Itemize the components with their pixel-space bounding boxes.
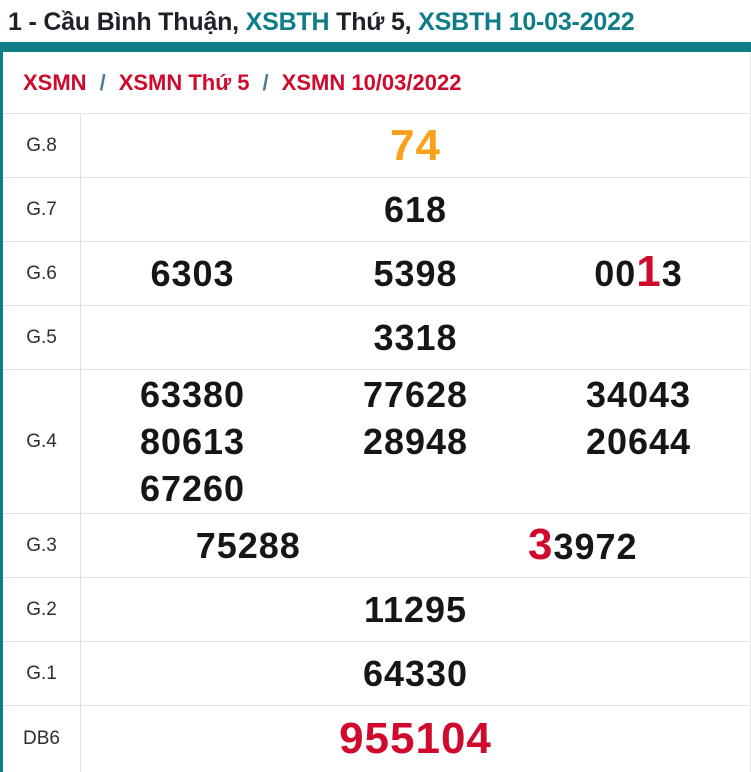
prize-value-db6: 955104 <box>339 714 492 763</box>
prize-label: G.5 <box>3 306 81 369</box>
teal-divider-bar <box>0 42 751 52</box>
prize-label: DB6 <box>3 706 81 772</box>
results-panel: XSMN / XSMN Thứ 5 / XSMN 10/03/2022 G.8 … <box>0 52 751 772</box>
prize-row-g6: G.6 6303 5398 0013 <box>3 242 750 306</box>
prize-value-g4-3: 34043 <box>585 374 692 415</box>
prize-row-g5: G.5 3318 <box>3 306 750 370</box>
prize-value-g5: 3318 <box>373 316 458 358</box>
prize-label: G.3 <box>3 514 81 577</box>
digit-highlighted: 3 <box>527 520 554 569</box>
prize-value-g2: 11295 <box>363 588 468 630</box>
prize-value-g4-4: 80613 <box>139 421 246 462</box>
prize-label: G.4 <box>3 370 81 513</box>
prize-value-g6-2: 5398 <box>373 253 458 294</box>
title-link-xsbth-date[interactable]: XSBTH 10-03-2022 <box>418 8 635 36</box>
prize-row-g3: G.3 75288 33972 <box>3 514 750 578</box>
title-text-day: Thứ 5, <box>329 8 419 36</box>
prize-value-g3-2: 33972 <box>416 523 751 568</box>
prize-value-g4-7: 67260 <box>139 468 246 509</box>
prize-row-g2: G.2 11295 <box>3 578 750 642</box>
prize-value-g1: 64330 <box>362 652 469 694</box>
prize-value-g4-1: 63380 <box>139 374 246 415</box>
breadcrumb-link-xsmn-date[interactable]: XSMN 10/03/2022 <box>281 69 462 95</box>
digit-plain: 00 <box>594 253 637 294</box>
title-text: 1 - Cầu Bình Thuận, <box>8 8 246 36</box>
prize-label: G.7 <box>3 178 81 241</box>
title-link-xsbth[interactable]: XSBTH <box>245 8 330 36</box>
prize-row-g1: G.1 64330 <box>3 642 750 706</box>
page-header: 1 - Cầu Bình Thuận, XSBTH Thứ 5, XSBTH 1… <box>0 0 751 42</box>
breadcrumb-separator: / <box>99 69 106 95</box>
prize-value-g7: 618 <box>383 188 448 230</box>
prize-value-g4-6: 20644 <box>585 421 692 462</box>
prize-value-g3-1: 75288 <box>195 524 301 566</box>
breadcrumb: XSMN / XSMN Thứ 5 / XSMN 10/03/2022 <box>3 52 750 114</box>
breadcrumb-separator: / <box>262 69 269 95</box>
breadcrumb-link-xsmn[interactable]: XSMN <box>23 69 87 95</box>
prize-row-g8: G.8 74 <box>3 114 750 178</box>
breadcrumb-link-xsmn-thu5[interactable]: XSMN Thứ 5 <box>118 69 250 95</box>
prize-value-g4-5: 28948 <box>362 421 469 462</box>
prize-label: G.6 <box>3 242 81 305</box>
prize-value-g6-1: 6303 <box>150 253 235 294</box>
prize-value-g6-3: 0013 <box>527 250 750 297</box>
prize-row-db6: DB6 955104 <box>3 706 750 772</box>
digit-plain: 3 <box>661 253 683 294</box>
page-title: 1 - Cầu Bình Thuận, XSBTH Thứ 5, XSBTH 1… <box>8 8 751 37</box>
prize-label: G.1 <box>3 642 81 705</box>
digit-plain: 3972 <box>553 526 638 567</box>
prize-label: G.2 <box>3 578 81 641</box>
prize-row-g4: G.4 63380 77628 34043 80613 28948 20644 … <box>3 370 750 514</box>
prize-label: G.8 <box>3 114 81 177</box>
prize-value-g4-2: 77628 <box>362 374 469 415</box>
digit-highlighted: 1 <box>636 247 662 296</box>
prize-row-g7: G.7 618 <box>3 178 750 242</box>
prize-value-g8: 74 <box>390 120 441 170</box>
